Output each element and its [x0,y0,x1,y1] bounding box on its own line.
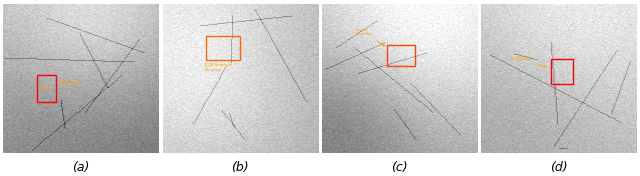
Text: (d): (d) [550,161,568,174]
Text: (b): (b) [232,161,249,174]
Bar [206,36,241,60]
Bar [387,45,415,66]
Text: (c): (c) [392,161,408,174]
Text: Occlusion: Occlusion [509,56,546,67]
Text: Seg 6
Stenosis: Seg 6 Stenosis [356,28,384,46]
Text: (a): (a) [72,161,90,174]
Bar [551,59,573,84]
Bar [37,75,56,102]
Text: RCA Stenosis
Stenosis: RCA Stenosis Stenosis [205,63,232,72]
Text: Stenosis: Stenosis [41,80,80,89]
